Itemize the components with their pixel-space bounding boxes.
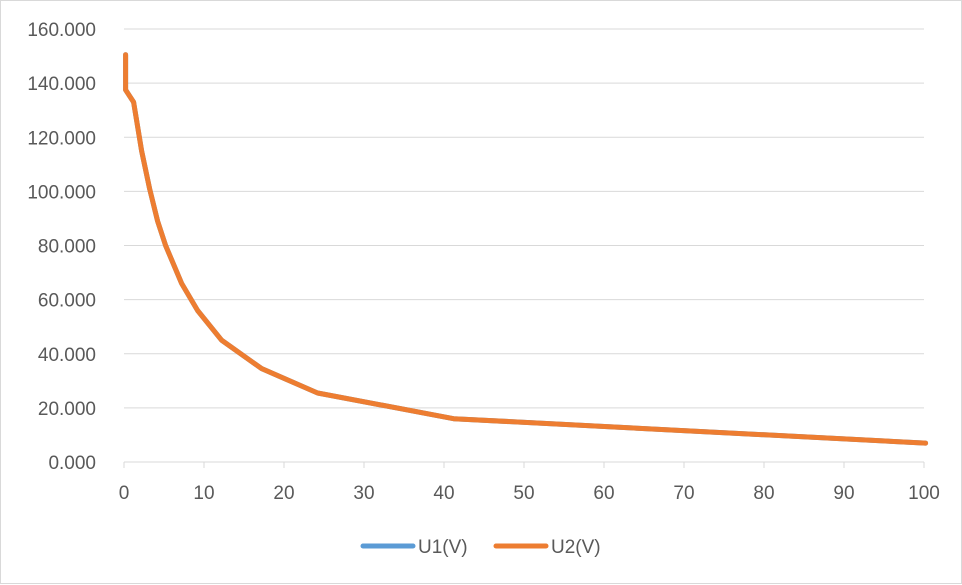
y-axis-tick-labels: 0.000 20.000 40.000 60.000 80.000 100.000 120.… bbox=[27, 20, 96, 474]
series-line-1 bbox=[123, 52, 929, 446]
x-tick-label: 0 bbox=[119, 483, 130, 504]
x-axis-tick-labels: 0 10 20 30 40 50 60 70 80 90 100 bbox=[119, 483, 940, 504]
x-tick-label: 60 bbox=[593, 483, 614, 504]
x-tick-label: 70 bbox=[673, 483, 694, 504]
y-tick-label: 20.000 bbox=[38, 399, 96, 420]
series-line-2 bbox=[123, 52, 929, 446]
x-tick-label: 30 bbox=[353, 483, 374, 504]
y-tick-label: 140.000 bbox=[27, 74, 96, 95]
legend: U1(V) U2(V) bbox=[360, 537, 601, 558]
y-tick-label: 40.000 bbox=[38, 345, 96, 366]
series-lines bbox=[123, 52, 929, 446]
axes bbox=[123, 461, 925, 468]
legend-label-1: U1(V) bbox=[418, 537, 468, 558]
gridlines bbox=[124, 28, 924, 409]
x-tick-label: 100 bbox=[908, 483, 940, 504]
x-tick-label: 10 bbox=[193, 483, 214, 504]
y-tick-label: 80.000 bbox=[38, 237, 96, 258]
x-tick-label: 80 bbox=[753, 483, 774, 504]
x-tick-label: 90 bbox=[833, 483, 854, 504]
y-tick-label: 60.000 bbox=[38, 291, 96, 312]
y-tick-label: 120.000 bbox=[27, 128, 96, 149]
x-tick-label: 40 bbox=[433, 483, 454, 504]
x-tick-label: 50 bbox=[513, 483, 534, 504]
y-tick-label: 100.000 bbox=[27, 182, 96, 203]
y-tick-label: 0.000 bbox=[48, 453, 96, 474]
y-tick-label: 160.000 bbox=[27, 20, 96, 41]
x-tick-label: 20 bbox=[273, 483, 294, 504]
legend-label-2: U2(V) bbox=[551, 537, 601, 558]
